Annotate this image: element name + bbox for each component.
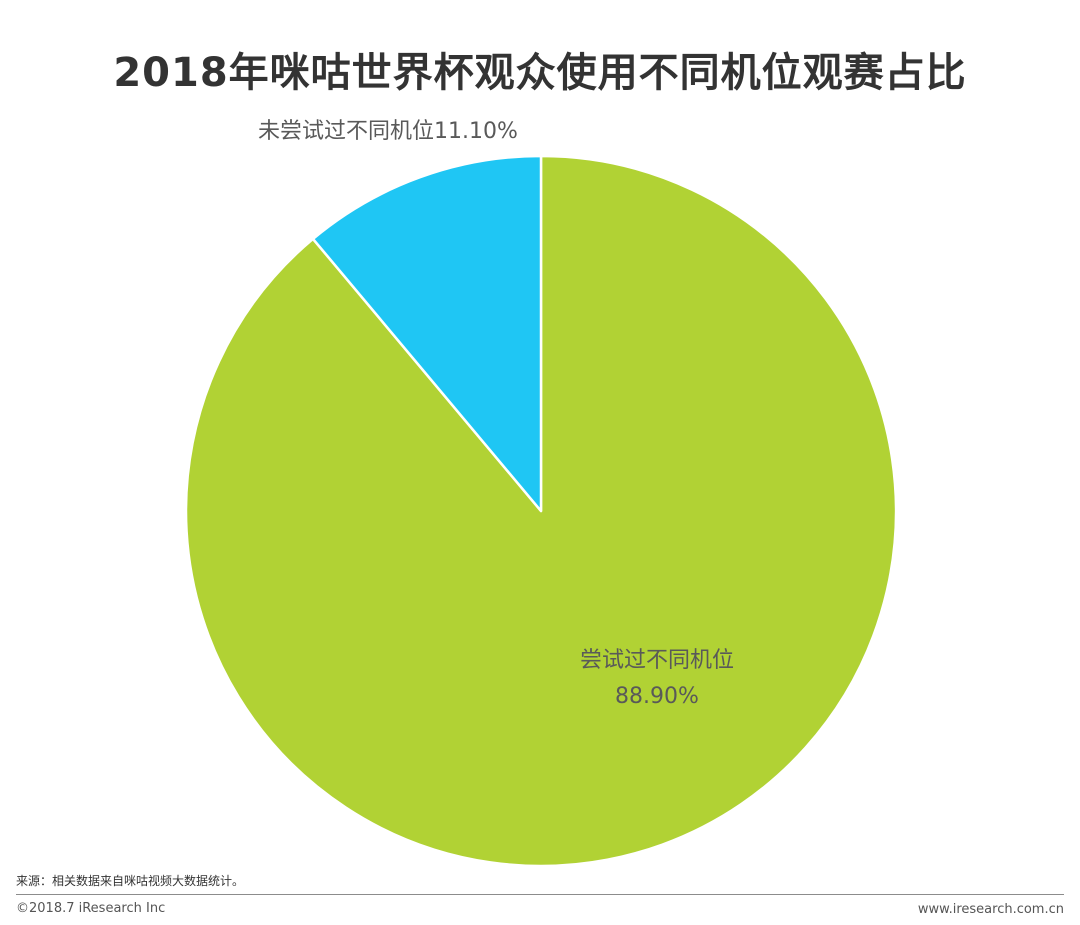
pie-labels: 尝试过不同机位 88.90% 未尝试过不同机位11.10% <box>258 119 734 709</box>
slice-name-label-2: 未尝试过不同机位11.10% <box>258 119 518 144</box>
chart-title: 2018年咪咕世界杯观众使用不同机位观赛占比 <box>113 50 967 96</box>
pie-slice-2 <box>311 154 543 513</box>
website-link[interactable]: www.iresearch.com.cn <box>917 902 1064 917</box>
slice-name-label-1: 尝试过不同机位 <box>580 648 734 673</box>
copyright-text: ©2018.7 iResearch Inc <box>16 901 166 916</box>
pie-slice-1 <box>184 154 898 868</box>
source-note: 来源：相关数据来自咪咕视频大数据统计。 <box>16 874 245 888</box>
pie-slices <box>184 154 898 868</box>
slice-value-label-1: 88.90% <box>615 684 699 709</box>
footer-divider <box>16 894 1064 895</box>
